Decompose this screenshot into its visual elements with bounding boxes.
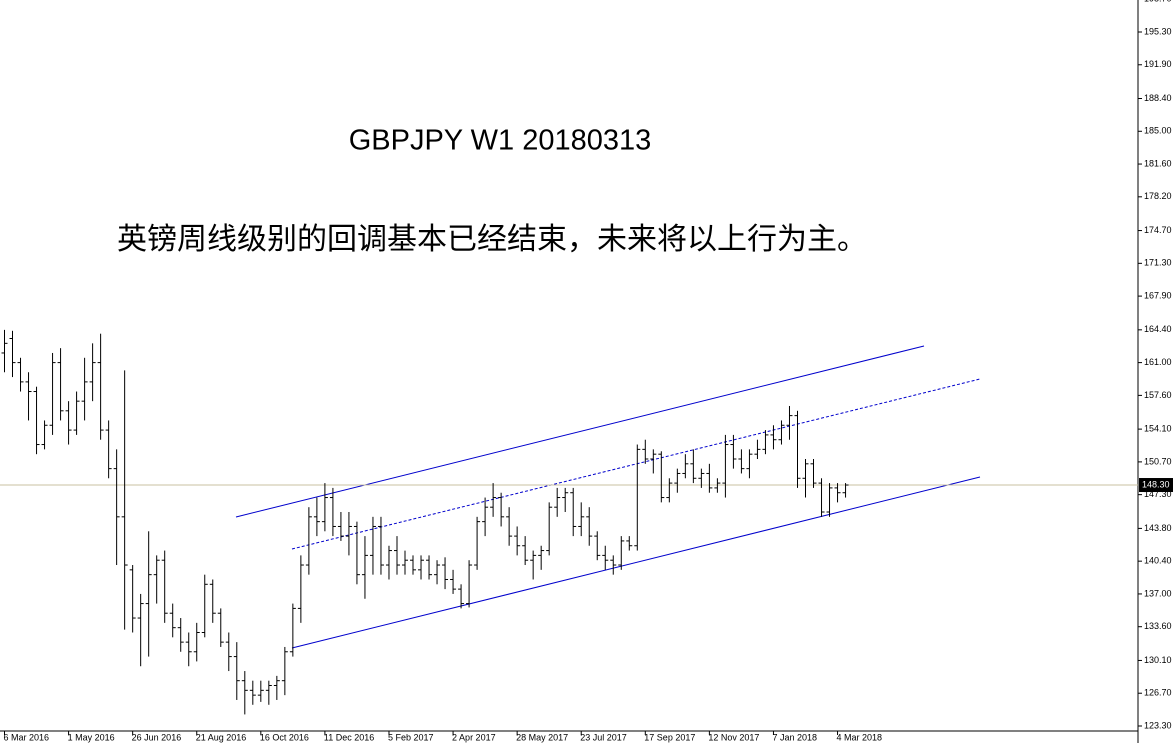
- y-tick-label: 133.60: [1144, 621, 1172, 631]
- x-tick-label: 23 Jul 2017: [580, 732, 627, 742]
- annotation: 英镑周线级别的回调基本已经结束，未来将以上行为主。: [117, 223, 867, 256]
- x-tick-label: 7 Jan 2018: [772, 732, 817, 742]
- channel-middle: [291, 378, 981, 550]
- channel-lower: [291, 476, 981, 649]
- x-tick-label: 26 Jun 2016: [132, 732, 182, 742]
- y-tick-label: 164.40: [1144, 324, 1172, 334]
- x-tick-label: 17 Sep 2017: [644, 732, 695, 742]
- x-tick-label: 12 Nov 2017: [708, 732, 759, 742]
- x-tick-label: 1 May 2016: [68, 732, 115, 742]
- y-tick-label: 188.40: [1144, 93, 1172, 103]
- y-tick-label: 137.00: [1144, 588, 1172, 598]
- x-tick-label: 5 Feb 2017: [388, 732, 434, 742]
- y-tick-label: 157.60: [1144, 390, 1172, 400]
- y-tick-label: 171.30: [1144, 258, 1172, 268]
- x-tick-label: 11 Dec 2016: [324, 732, 374, 742]
- channel-upper: [235, 345, 925, 518]
- y-tick-label: 167.90: [1144, 290, 1172, 300]
- x-tick-label: 28 May 2017: [516, 732, 568, 742]
- y-tick-label: 123.30: [1144, 720, 1172, 730]
- x-tick-label: 21 Aug 2016: [196, 732, 247, 742]
- y-tick-label: 181.60: [1144, 158, 1172, 168]
- x-tick-label: 6 Mar 2016: [4, 732, 50, 742]
- x-tick-label: 16 Oct 2016: [260, 732, 309, 742]
- y-tick-label: 185.00: [1144, 126, 1172, 136]
- y-tick-label: 150.70: [1144, 456, 1172, 466]
- y-tick-label: 130.10: [1144, 655, 1172, 665]
- y-tick-label: 154.10: [1144, 423, 1172, 433]
- y-tick-label: 198.70: [1144, 0, 1172, 4]
- y-tick-label: 195.30: [1144, 26, 1172, 36]
- y-tick-label: 191.90: [1144, 59, 1172, 69]
- last-price-label: 148.30: [1142, 479, 1170, 489]
- y-tick-label: 161.00: [1144, 357, 1172, 367]
- chart-title: GBPJPY W1 20180313: [349, 125, 652, 157]
- y-tick-label: 126.70: [1144, 688, 1172, 698]
- last-price-box: [1139, 478, 1173, 493]
- y-tick-label: 140.40: [1144, 556, 1172, 566]
- x-tick-label: 4 Mar 2018: [837, 732, 883, 742]
- y-tick-label: 178.20: [1144, 191, 1172, 201]
- y-tick-label: 147.30: [1144, 489, 1172, 499]
- y-tick-label: 143.80: [1144, 523, 1172, 533]
- y-tick-label: 174.70: [1144, 225, 1172, 235]
- x-tick-label: 2 Apr 2017: [452, 732, 496, 742]
